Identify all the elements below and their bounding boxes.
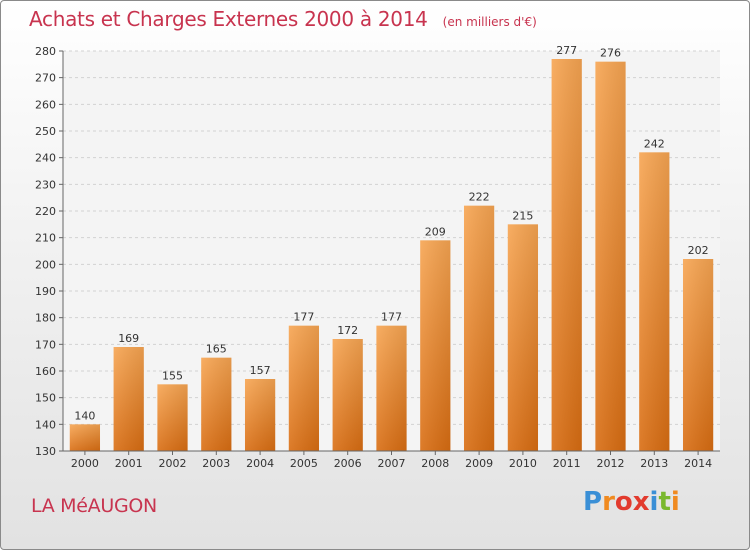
bar-value-label: 209 <box>425 225 446 238</box>
bar-value-label: 157 <box>250 364 271 377</box>
x-tick-label: 2011 <box>553 457 581 470</box>
y-tick-label: 270 <box>35 72 56 85</box>
bar-shade-2000 <box>69 424 101 451</box>
chart-title-row: Achats et Charges Externes 2000 à 2014 (… <box>29 7 537 31</box>
y-tick-label: 280 <box>35 45 56 58</box>
x-tick-label: 2001 <box>115 457 143 470</box>
y-tick-label: 190 <box>35 285 56 298</box>
logo-letter: o <box>614 487 633 517</box>
bar-value-label: 215 <box>512 209 533 222</box>
bar-shade-2011 <box>551 59 582 451</box>
x-tick-label: 2009 <box>465 457 493 470</box>
y-tick-label: 200 <box>35 258 56 271</box>
bar-value-label: 177 <box>293 311 314 324</box>
bar-value-label: 276 <box>600 47 621 60</box>
bar-shade-2010 <box>507 224 539 451</box>
y-tick-label: 160 <box>35 365 56 378</box>
logo-letter: P <box>583 487 603 517</box>
x-tick-label: 2008 <box>421 457 449 470</box>
x-tick-label: 2002 <box>159 457 187 470</box>
y-tick-label: 210 <box>35 232 56 245</box>
bar-shade-2012 <box>595 61 626 452</box>
y-tick-label: 170 <box>35 338 56 351</box>
bar-shade-2014 <box>682 259 714 451</box>
y-tick-label: 220 <box>35 205 56 218</box>
bar-value-label: 277 <box>556 44 577 57</box>
bar-layer: 140 169 155 165 157 177 172 177 209 222 215 277 276 2… <box>69 44 714 452</box>
place-name: LA MéAUGON <box>31 495 157 517</box>
bar-shade-2009 <box>463 205 495 451</box>
x-tick-label: 2014 <box>684 457 712 470</box>
bar-shade-2007 <box>376 325 407 451</box>
y-tick-label: 240 <box>35 152 56 165</box>
y-tick-label: 230 <box>35 178 56 191</box>
bar-value-label: 222 <box>469 191 490 204</box>
y-tick-label: 250 <box>35 125 56 138</box>
x-tick-label: 2012 <box>597 457 625 470</box>
logo-letter: t <box>658 487 671 517</box>
bar-value-label: 177 <box>381 311 402 324</box>
bar-shade-2001 <box>113 347 144 451</box>
bar-shade-2006 <box>332 339 363 451</box>
x-tick-label: 2004 <box>246 457 274 470</box>
bar-shade-2003 <box>201 357 232 451</box>
bar-value-label: 202 <box>688 244 709 257</box>
x-tick-label: 2006 <box>334 457 362 470</box>
bar-value-label: 140 <box>74 409 95 422</box>
y-tick-label: 260 <box>35 98 56 111</box>
bar-shade-2004 <box>244 379 276 451</box>
axis-layer: 130 140 150 160 170 180 190 200 210 220 230 240 250 2… <box>35 45 720 470</box>
logo-letter: i <box>670 487 680 517</box>
x-tick-label: 2000 <box>71 457 99 470</box>
bar-value-label: 165 <box>206 343 227 356</box>
bar-value-label: 172 <box>337 324 358 337</box>
logo-letter: i <box>649 487 659 517</box>
y-tick-label: 180 <box>35 312 56 325</box>
logo-letter: x <box>632 487 650 517</box>
x-tick-label: 2003 <box>202 457 230 470</box>
chart-title: Achats et Charges Externes 2000 à 2014 <box>29 7 428 31</box>
y-tick-label: 150 <box>35 392 56 405</box>
y-tick-label: 130 <box>35 445 56 458</box>
bar-value-label: 169 <box>118 332 139 345</box>
logo-letter: r <box>602 487 615 517</box>
bar-value-label: 155 <box>162 369 183 382</box>
bar-value-label: 242 <box>644 137 665 150</box>
bar-shade-2013 <box>639 152 670 452</box>
bar-shade-2008 <box>420 240 451 451</box>
x-tick-label: 2010 <box>509 457 537 470</box>
bar-shade-2005 <box>288 325 320 451</box>
x-tick-label: 2013 <box>640 457 668 470</box>
proxiti-logo: Proxiti <box>583 487 680 517</box>
x-tick-label: 2005 <box>290 457 318 470</box>
chart-unit: (en milliers d'€) <box>442 15 537 29</box>
bar-shade-2002 <box>157 384 188 451</box>
y-tick-label: 140 <box>35 418 56 431</box>
x-tick-label: 2007 <box>378 457 406 470</box>
